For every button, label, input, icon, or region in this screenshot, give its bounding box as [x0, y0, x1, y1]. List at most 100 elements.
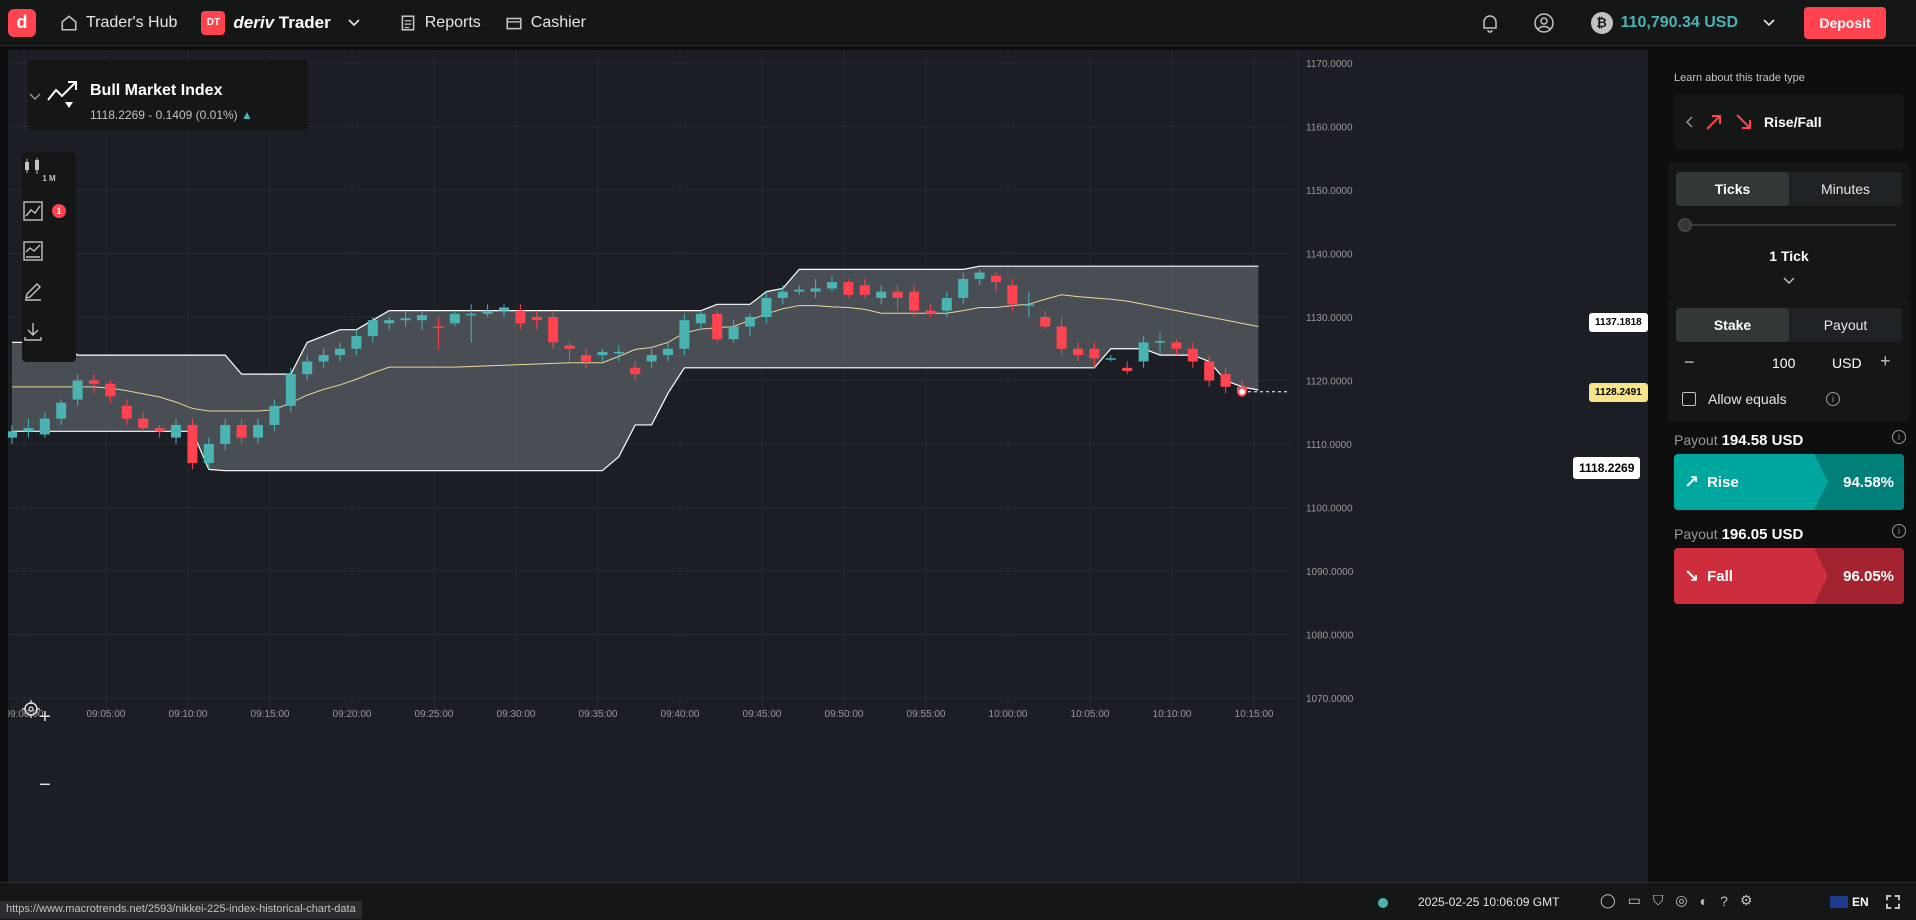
crosshair-button[interactable] [22, 700, 68, 768]
candle-body [121, 405, 132, 419]
status-url: https://www.macrotrends.net/2593/nikkei-… [0, 901, 362, 919]
stake-amount-input[interactable]: 100 [1772, 355, 1796, 371]
x-tick-label: 09:20:00 [333, 709, 372, 720]
rise-arrow-icon: ↗ [1684, 471, 1700, 492]
candle-body [1105, 358, 1116, 360]
account-icon[interactable] [1533, 12, 1555, 34]
chevron-down-icon[interactable] [1762, 16, 1776, 30]
zoom-out-button[interactable]: − [39, 773, 51, 796]
deriv-logo-icon[interactable]: d [8, 8, 36, 37]
price-chart[interactable]: 1170.0000 1160.0000 1150.0000 1140.0000 1130… [8, 50, 1648, 882]
indicators-button[interactable]: 1 [22, 200, 76, 240]
allow-equals-label: Allow equals [1708, 391, 1787, 407]
x-tick-label: 10:05:00 [1071, 709, 1110, 720]
candle-body [269, 405, 280, 425]
fall-info-icon[interactable]: i [1892, 524, 1906, 538]
candle-body [72, 380, 83, 400]
candle-body [449, 313, 460, 324]
candle-body [253, 424, 263, 438]
whatsapp-icon[interactable]: ◯ [1600, 892, 1616, 908]
trade-type-selector[interactable]: Rise/Fall [1674, 94, 1904, 150]
allow-equals-checkbox[interactable] [1682, 392, 1696, 406]
candle-body [1056, 326, 1067, 349]
chat-icon[interactable]: ▭ [1627, 892, 1641, 908]
account-balance[interactable]: ₿ 110,790.34 USD [1590, 11, 1776, 34]
candle-body [384, 320, 395, 324]
fall-button[interactable]: ↘ Fall 96.05% [1674, 548, 1904, 604]
fall-percent: 96.05% [1843, 567, 1894, 585]
nav-reports[interactable]: Reports [387, 0, 493, 46]
tab-stake[interactable]: Stake [1676, 308, 1789, 342]
x-tick-label: 09:25:00 [415, 709, 454, 720]
symbol-selector[interactable]: Bull Market Index 1118.2269 - 0.1409 (0.… [28, 60, 308, 130]
help-icon[interactable]: ? [1720, 892, 1728, 909]
chevron-down-icon[interactable] [28, 90, 42, 104]
zoom-controls: + − [22, 700, 68, 802]
tab-minutes[interactable]: Minutes [1820, 181, 1871, 197]
bell-icon[interactable] [1479, 12, 1501, 34]
chart-interval-button[interactable]: 1 M [22, 158, 76, 198]
candle-body [39, 418, 50, 435]
language-selector[interactable]: EN [1830, 895, 1869, 909]
theme-icon[interactable]: ◐ [1699, 892, 1709, 909]
allow-equals-info-icon[interactable]: i [1826, 392, 1840, 406]
candle-body [302, 361, 313, 375]
candle-body [777, 291, 788, 298]
candle-body [1073, 348, 1083, 356]
candle-body [417, 315, 427, 321]
x-tick-label: 09:05:00 [87, 709, 126, 720]
chart-type-button[interactable] [22, 240, 76, 280]
security-icon[interactable]: ⛉ [1652, 892, 1664, 908]
candle-body [909, 291, 919, 311]
candle-body [794, 289, 805, 292]
rise-button[interactable]: ↗ Rise 94.58% [1674, 454, 1904, 510]
drawing-tools-button[interactable] [22, 280, 76, 320]
chevron-down-icon[interactable] [1782, 276, 1796, 286]
rise-arrow-icon [1706, 115, 1721, 130]
y-tick-label: 1100.0000 [1306, 504, 1353, 515]
zoom-in-button[interactable]: + [39, 705, 51, 728]
candle-body [1204, 361, 1215, 381]
language-label: EN [1852, 895, 1869, 909]
candle-body [466, 313, 477, 316]
fall-payout: Payout 196.05 USD [1674, 526, 1803, 543]
middle-band-tag: 1128.2491 [1589, 383, 1648, 402]
chevron-left-icon[interactable] [1684, 115, 1694, 129]
candle-body [515, 310, 526, 324]
candle-body [105, 383, 116, 397]
y-tick-label: 1140.0000 [1306, 250, 1353, 261]
fullscreen-icon[interactable] [1886, 895, 1900, 909]
download-button[interactable] [22, 320, 76, 360]
interval-label: 1 M [42, 173, 56, 183]
learn-trade-type-link[interactable]: Learn about this trade type [1674, 72, 1805, 84]
nav-cashier[interactable]: Cashier [493, 0, 598, 46]
candle-body [56, 402, 67, 419]
stake-decrease-button[interactable]: − [1684, 352, 1695, 372]
candle-body [1187, 348, 1198, 362]
currency-coin-icon: ₿ [1590, 11, 1613, 34]
candle-body [138, 418, 149, 429]
candle-body [351, 336, 362, 349]
chart-canvas[interactable]: 1170.0000 1160.0000 1150.0000 1140.0000 1130… [8, 50, 1648, 882]
settings-icon[interactable]: ⚙ [1739, 892, 1753, 908]
tab-ticks[interactable]: Ticks [1676, 172, 1789, 206]
rise-info-icon[interactable]: i [1892, 430, 1906, 444]
candle-body [367, 320, 378, 337]
tick-slider[interactable] [1678, 218, 1896, 232]
deposit-button[interactable]: Deposit [1804, 6, 1886, 39]
fall-arrow-icon [1736, 114, 1751, 129]
responsible-trading-icon[interactable]: ◎ [1675, 892, 1688, 908]
candle-body [482, 310, 493, 314]
x-tick-label: 09:50:00 [825, 709, 864, 720]
tab-payout[interactable]: Payout [1823, 317, 1868, 333]
connection-status-icon [1378, 898, 1388, 908]
stake-increase-button[interactable]: + [1880, 351, 1891, 371]
candle-body [941, 297, 952, 311]
nav-traders-hub[interactable]: Trader's Hub [48, 0, 189, 46]
y-tick-label: 1160.0000 [1306, 123, 1353, 134]
chevron-down-icon[interactable] [347, 16, 361, 30]
candle-body [712, 313, 723, 340]
nav-deriv-trader[interactable]: DT deriv Trader [189, 0, 372, 46]
server-time: 2025-02-25 10:06:09 GMT [1418, 895, 1560, 909]
slider-knob[interactable] [1678, 218, 1692, 232]
